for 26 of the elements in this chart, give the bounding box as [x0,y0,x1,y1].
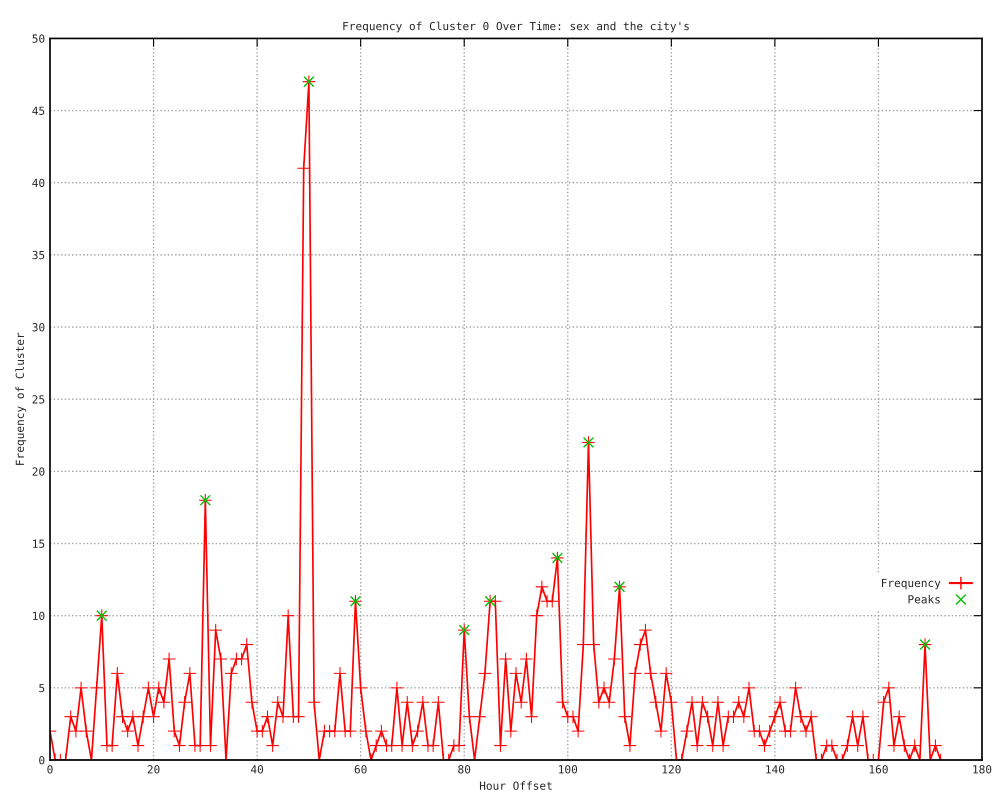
x-axis-title: Hour Offset [480,781,552,790]
x-tick-label: 140 [766,765,784,774]
y-tick-label: 50 [32,34,44,43]
x-tick-label: 60 [354,765,367,774]
y-tick-label: 30 [32,323,44,332]
x-tick-label: 80 [458,765,470,774]
x-tick-label: 0 [47,765,53,774]
y-tick-label: 35 [32,250,44,260]
x-tick-label: 20 [148,765,160,774]
y-axis-title: Frequency of Cluster [15,332,26,465]
y-tick-label: 10 [33,612,44,620]
chart-title: Frequency of Cluster 0 Over Time: sex and the city's [343,22,689,32]
x-tick-label: 160 [870,765,888,774]
y-tick-label: 15 [33,540,44,548]
x-tick-label: 100 [559,765,578,774]
legend-label: Frequency [882,578,940,590]
x-tick-label: 40 [250,765,264,774]
y-tick-label: 25 [32,395,44,404]
x-tick-label: 180 [973,765,992,774]
y-tick-label: 0 [39,756,44,764]
y-tick-label: 20 [32,467,44,476]
legend-label: Peaks [908,594,940,604]
x-tick-label: 120 [662,765,681,774]
y-tick-label: 45 [32,106,44,115]
y-tick-label: 5 [39,684,44,692]
y-tick-label: 40 [32,178,44,188]
